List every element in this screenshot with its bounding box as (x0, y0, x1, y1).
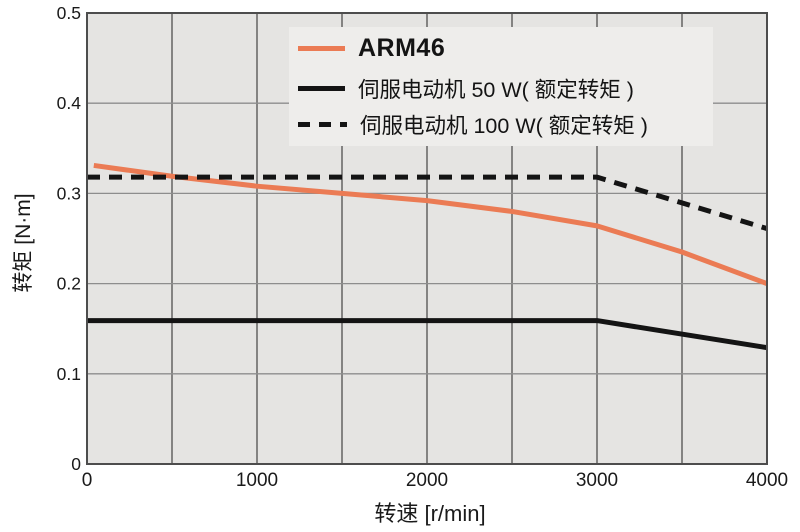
x-tick-label: 2000 (406, 470, 448, 491)
legend-label-servo-50w: 伺服电动机 50 W( 额定转矩 ) (358, 77, 634, 102)
series-line-servo-100w (87, 174, 768, 231)
legend-item-arm46: ARM46 (289, 31, 713, 65)
legend-item-servo-50w: 伺服电动机 50 W( 额定转矩 ) (289, 71, 713, 105)
legend: ARM46 伺服电动机 50 W( 额定转矩 ) 伺服电动机 100 W( 额定… (289, 27, 713, 146)
servo-100w-dashed-swatch-icon (298, 121, 347, 127)
y-tick-label: 0.3 (57, 183, 81, 203)
plot-border (86, 12, 768, 465)
y-tick-label: 0.4 (57, 93, 82, 113)
servo-50w-line-swatch-icon (298, 85, 345, 91)
x-tick-label: 0 (82, 470, 93, 491)
y-tick-label: 0.5 (57, 3, 81, 23)
legend-label-arm46: ARM46 (358, 33, 446, 62)
series-line-servo-50w (87, 318, 768, 351)
legend-item-servo-100w: 伺服电动机 100 W( 额定转矩 ) (289, 107, 713, 141)
x-tick-label: 4000 (746, 470, 788, 491)
x-tick-label: 1000 (236, 470, 278, 491)
y-tick-label: 0.2 (57, 274, 81, 294)
arm46-line-swatch-icon (298, 45, 345, 51)
x-axis-title: 转速 [r/min] (374, 501, 486, 526)
legend-label-servo-100w: 伺服电动机 100 W( 额定转矩 ) (360, 113, 648, 138)
x-tick-label: 3000 (576, 470, 618, 491)
y-tick-label: 0 (71, 454, 81, 474)
y-tick-label: 0.1 (57, 364, 81, 384)
y-axis-title: 转矩 [N·m] (12, 193, 35, 293)
